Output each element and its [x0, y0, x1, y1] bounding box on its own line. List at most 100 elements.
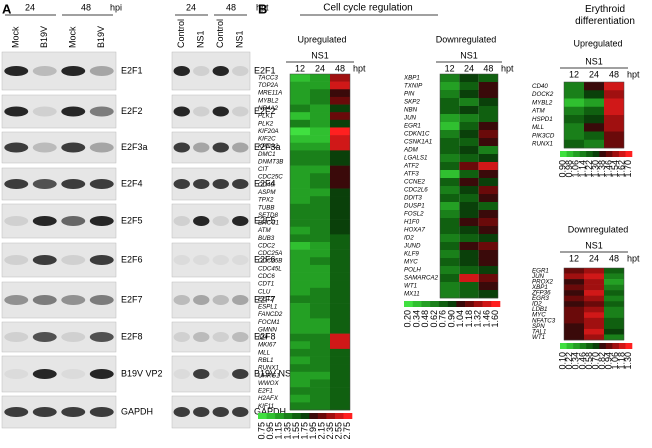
group-label: NS1 [585, 56, 603, 66]
heatmap-cell [310, 303, 330, 312]
heatmap-cell [459, 226, 479, 235]
heatmap-cell [290, 203, 310, 212]
scale-swatch [560, 343, 567, 349]
heatmap-cell [584, 139, 604, 149]
lane-label: Control [176, 19, 186, 48]
scale-swatch [482, 301, 492, 307]
heatmap-cell [459, 202, 479, 211]
heatmap-cell [310, 104, 330, 113]
blot-band [232, 332, 249, 342]
heatmap-cell [330, 356, 350, 365]
blot-band [212, 179, 229, 189]
blot-band [89, 66, 114, 76]
heatmap-cell [478, 90, 498, 99]
heatmap-cell [604, 90, 624, 99]
gene-label: WT1 [404, 283, 417, 290]
blot-band [32, 179, 57, 189]
timepoint: 48 [609, 253, 619, 263]
blot-band [32, 407, 57, 417]
heatmap-cell [564, 306, 584, 313]
scale-label: 0.82 [597, 352, 607, 370]
heatmap-cell [330, 135, 350, 144]
blot-band [61, 179, 86, 189]
scale-label: 1.54 [610, 160, 620, 178]
heatmap-cell [310, 264, 330, 273]
heatmap-cell [330, 272, 350, 281]
time-label: 24 [25, 2, 35, 12]
blot-band [212, 332, 229, 342]
blot-band [173, 369, 190, 379]
heatmap-cell [290, 165, 310, 174]
scale-label: 1.14 [577, 160, 587, 178]
heatmap-cell [290, 348, 310, 357]
heatmap-cell [440, 290, 460, 299]
blot-band [32, 106, 57, 117]
scale-swatch [586, 343, 594, 349]
blot-band [61, 106, 86, 117]
heatmap-frame [289, 73, 351, 411]
heatmap-cell [330, 303, 350, 312]
scale-swatch [465, 301, 475, 307]
blot-band [32, 142, 57, 153]
heatmap-cell [310, 180, 330, 189]
blot-band [212, 66, 229, 76]
blot-band [61, 407, 86, 417]
heatmap-cell [584, 284, 604, 291]
gene-label: TPX2 [258, 197, 274, 204]
heatmap-cell [310, 112, 330, 121]
gene-label: SPN [532, 323, 545, 330]
lane-label: NS1 [196, 30, 206, 48]
heatmap-cell [459, 290, 479, 299]
heatmap-cell [564, 131, 584, 141]
heatmap-cell [290, 89, 310, 98]
heatmap-cell [440, 210, 460, 219]
blot-band [193, 369, 210, 379]
blot-band [173, 255, 190, 265]
heatmap-cell [310, 348, 330, 357]
heatmap-cell [604, 98, 624, 108]
panel-label: B [258, 1, 267, 16]
heatmap-cell [310, 287, 330, 296]
heatmap-cell [330, 379, 350, 388]
heatmap-cell [459, 154, 479, 163]
gene-label: CSNK1A1 [404, 139, 432, 146]
heatmap-cell [478, 186, 498, 195]
heatmap-cell [290, 310, 310, 319]
blot-band [4, 66, 29, 76]
scale-label: 0.48 [420, 310, 430, 328]
blot-band [173, 407, 190, 417]
blot-band [173, 66, 190, 76]
heatmap-cell [290, 188, 310, 197]
scale-label: 2.35 [325, 422, 335, 440]
scale-swatch [599, 343, 607, 349]
timepoint: 48 [335, 63, 345, 73]
time-unit: hpi [110, 2, 122, 12]
heatmap-cell [290, 211, 310, 220]
gene-label: ATF2 [403, 163, 419, 170]
blot-band [32, 216, 57, 226]
heatmap-cell [440, 266, 460, 275]
blot-band [61, 142, 86, 153]
gene-label: MRE11A [258, 90, 282, 97]
heatmap-cell [584, 106, 604, 116]
gene-label: LDB1 [532, 306, 547, 313]
heatmap-cell [604, 284, 624, 291]
blot-band [212, 142, 229, 153]
gene-label: SAMARCA2 [404, 275, 439, 282]
heatmap-cell [330, 264, 350, 273]
heatmap-cell [584, 295, 604, 302]
gene-label: MLL [258, 349, 271, 356]
heatmap-cell [459, 106, 479, 115]
gene-label: ADM [403, 147, 419, 154]
lane-label: Mock [11, 26, 21, 48]
row-label: E2F6 [121, 254, 143, 264]
heatmap-cell [310, 89, 330, 98]
gene-label: FOCM1 [258, 319, 280, 326]
heatmap-cell [290, 295, 310, 304]
gene-label: NBN [404, 107, 418, 114]
time-label: 48 [81, 2, 91, 12]
row-label: E2F4 [254, 178, 276, 188]
scale-label: 0.76 [438, 310, 448, 328]
heatmap-cell [330, 142, 350, 151]
